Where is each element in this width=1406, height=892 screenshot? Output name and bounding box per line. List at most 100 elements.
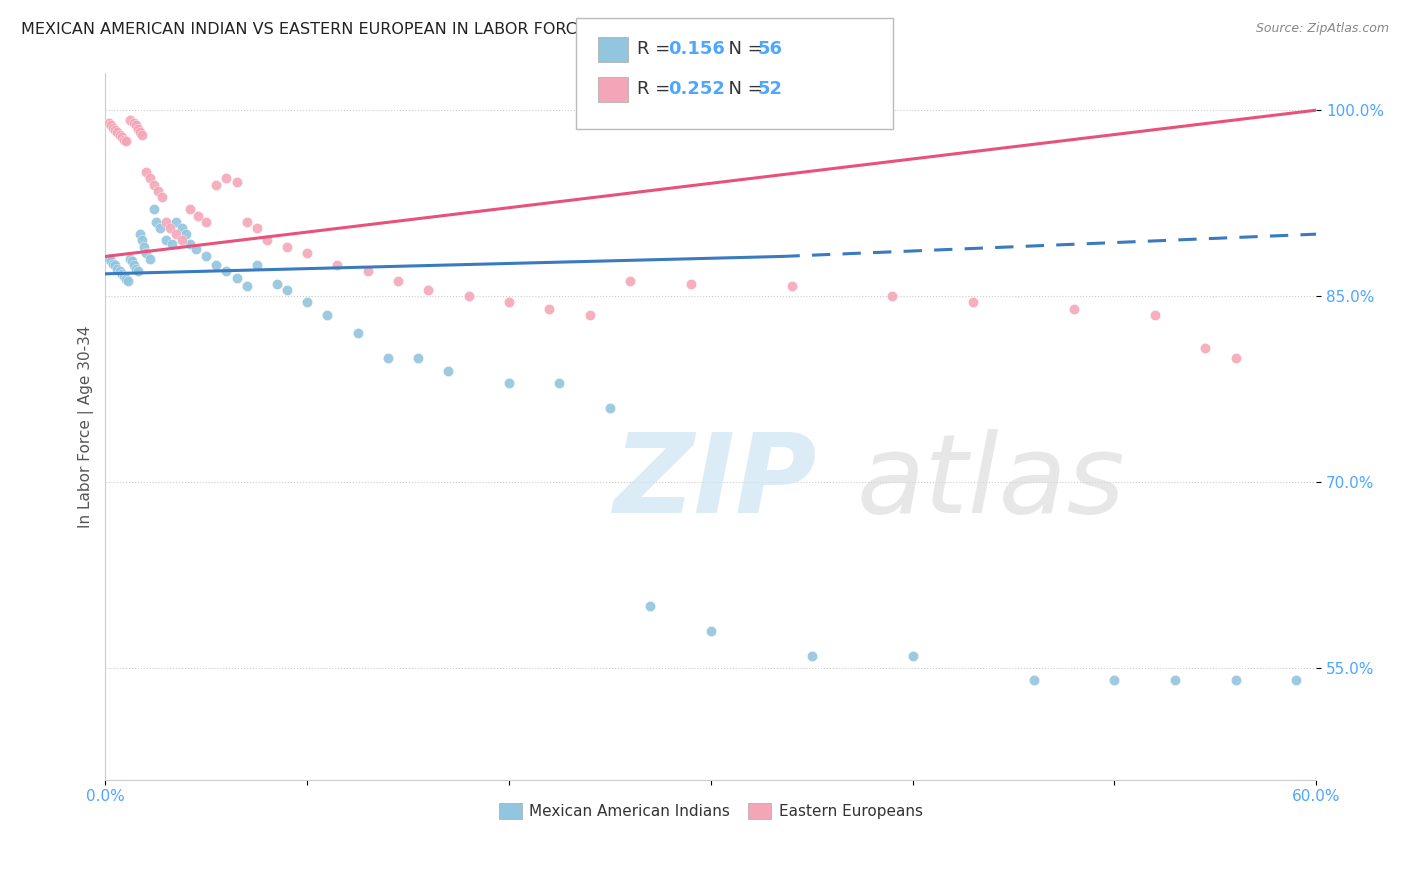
Point [225,175,247,189]
Point [142,178,165,192]
Point [457,289,479,303]
Point [159,221,181,235]
Y-axis label: In Labor Force | Age 30-34: In Labor Force | Age 30-34 [79,325,94,527]
Point [215,171,238,186]
Point [235,279,257,293]
Point [170,221,193,235]
Point [145,215,167,229]
Point [882,289,904,303]
Point [256,233,278,247]
Point [638,599,661,613]
Point [135,165,157,179]
Point [118,113,141,128]
Point [98,252,121,266]
Point [131,128,153,142]
Point [418,283,440,297]
Point [100,254,122,268]
Point [124,118,146,132]
Point [160,237,183,252]
Point [377,351,399,365]
Text: N =: N = [717,80,769,98]
Point [98,115,121,129]
Point [901,648,924,663]
Point [205,258,228,272]
Point [316,308,339,322]
Point [127,121,149,136]
Point [357,264,380,278]
Point [108,128,131,142]
Text: 0.252: 0.252 [668,80,724,98]
Point [128,227,150,241]
Point [266,277,288,291]
Point [498,376,520,390]
Point [538,301,561,316]
Point [195,215,218,229]
Point [150,190,173,204]
Point [131,233,153,247]
Point [1194,341,1216,355]
Point [1285,673,1308,688]
Point [437,363,460,377]
Point [112,269,135,284]
Point [100,118,122,132]
Point [387,274,409,288]
Point [112,133,135,147]
Point [155,233,177,247]
Point [326,258,349,272]
Point [103,257,125,271]
Text: atlas: atlas [856,429,1125,536]
Point [117,274,139,288]
Point [146,184,169,198]
Point [205,178,228,192]
Point [295,245,318,260]
Text: 56: 56 [758,40,783,58]
Point [406,351,429,365]
Point [110,130,132,145]
Point [235,215,257,229]
Point [1143,308,1166,322]
Text: R =: R = [637,40,676,58]
Text: R =: R = [637,80,676,98]
Point [548,376,571,390]
Point [165,215,187,229]
Point [139,171,162,186]
Point [174,227,197,241]
Point [107,261,129,276]
Point [1225,673,1247,688]
Point [1063,301,1085,316]
Point [619,274,641,288]
Point [246,258,269,272]
Point [295,295,318,310]
Point [1164,673,1187,688]
Point [179,237,201,252]
Point [679,277,702,291]
Point [1022,673,1045,688]
Text: Source: ZipAtlas.com: Source: ZipAtlas.com [1256,22,1389,36]
Point [187,209,209,223]
Text: N =: N = [717,40,769,58]
Point [114,134,136,148]
Point [165,227,187,241]
Point [276,283,298,297]
Point [122,258,145,272]
Point [121,254,143,268]
Point [170,233,193,247]
Point [700,624,723,638]
Point [104,258,127,272]
Point [149,221,172,235]
Point [179,202,201,217]
Point [114,272,136,286]
Point [107,126,129,140]
Point [1225,351,1247,365]
Point [103,120,125,135]
Point [346,326,368,341]
Point [110,267,132,281]
Point [128,126,150,140]
Point [276,239,298,253]
Point [599,401,621,415]
Point [108,264,131,278]
Point [122,115,145,129]
Text: 52: 52 [758,80,783,98]
Point [186,242,208,256]
Text: 0.156: 0.156 [668,40,724,58]
